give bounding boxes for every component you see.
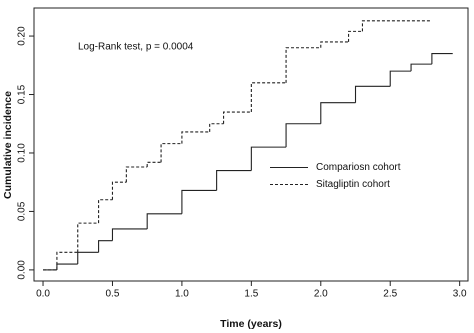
- line-step: [56, 263, 78, 270]
- line-step: [250, 146, 287, 171]
- line-step: [181, 189, 217, 214]
- line-step: [77, 222, 99, 253]
- line-step: [354, 85, 391, 103]
- line-step: [125, 166, 148, 183]
- legend-label: Sitagliptin cohort: [316, 179, 390, 190]
- line-step: [320, 102, 356, 124]
- line-step: [98, 240, 113, 253]
- line-step: [361, 20, 432, 32]
- y-tick-label: 0.05: [17, 201, 28, 221]
- annotation: Log-Rank test, p = 0.0004: [78, 42, 194, 53]
- y-tick-label: 0.00: [17, 260, 28, 280]
- line-step: [209, 123, 224, 132]
- line-step: [181, 131, 210, 144]
- x-tick-label: 0.0: [36, 289, 50, 300]
- y-tick-label: 0.15: [17, 84, 28, 104]
- line-step: [98, 199, 113, 224]
- line-step: [389, 70, 412, 87]
- x-tick-label: 2.5: [383, 289, 397, 300]
- line-step: [111, 228, 148, 241]
- line-step: [146, 161, 162, 168]
- x-tick-label: 0.5: [106, 289, 120, 300]
- x-tick-label: 1.0: [175, 289, 189, 300]
- legend-label: Compariosn cohort: [316, 162, 401, 173]
- y-axis-label: Cumulative incidence: [2, 91, 14, 199]
- line-step: [111, 181, 127, 200]
- line-step: [348, 30, 363, 42]
- line-step: [410, 63, 432, 72]
- line-step: [320, 41, 349, 48]
- line-step: [77, 251, 99, 265]
- line-step: [56, 251, 78, 270]
- line-step: [146, 213, 182, 229]
- y-tick-label: 0.20: [17, 26, 28, 46]
- line-step: [285, 47, 321, 83]
- x-axis-label: Time (years): [220, 318, 282, 330]
- line-step: [250, 82, 287, 113]
- x-tick-label: 1.5: [244, 289, 258, 300]
- line-step: [431, 53, 453, 65]
- x-tick-label: 3.0: [453, 289, 467, 300]
- line-step: [216, 169, 252, 191]
- y-tick-label: 0.10: [17, 143, 28, 163]
- line-step: [223, 111, 252, 124]
- line-step: [160, 143, 182, 163]
- line-step: [285, 123, 321, 148]
- x-tick-label: 2.0: [314, 289, 328, 300]
